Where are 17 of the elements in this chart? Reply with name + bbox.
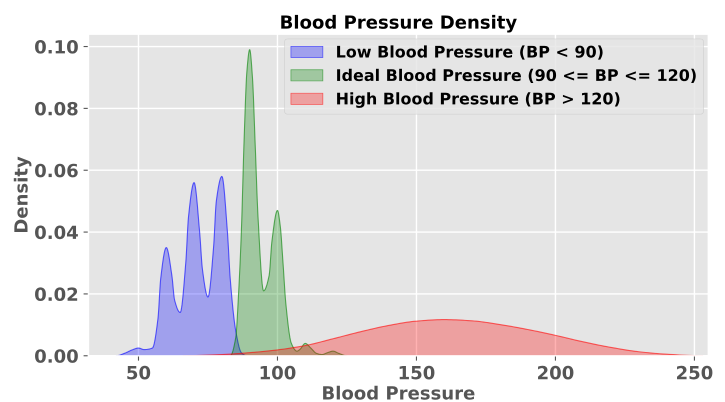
y-axis-title: Density: [14, 156, 32, 232]
y-tick-label: 0.04: [35, 226, 78, 240]
legend-label: High Blood Pressure (BP > 120): [337, 92, 620, 108]
y-tick-label: 0.06: [35, 164, 78, 178]
y-tick-label: 0.02: [35, 287, 78, 302]
chart-title: Blood Pressure Density: [281, 14, 517, 33]
y-tick-label: 0.08: [35, 102, 78, 116]
x-tick-label: 250: [677, 366, 712, 380]
x-axis-title: Blood Pressure: [323, 386, 474, 400]
y-tick-label: 0.00: [35, 349, 78, 363]
legend-label: Low Blood Pressure (BP < 90): [337, 45, 603, 60]
y-tick-label: 0.10: [35, 40, 78, 54]
x-tick-label: 50: [127, 366, 150, 380]
x-tick-label: 200: [538, 366, 574, 380]
x-tick-label: 150: [400, 366, 434, 380]
x-tick-label: 100: [260, 366, 296, 380]
legend-label: Ideal Blood Pressure (90 <= BP <= 120): [337, 68, 696, 84]
